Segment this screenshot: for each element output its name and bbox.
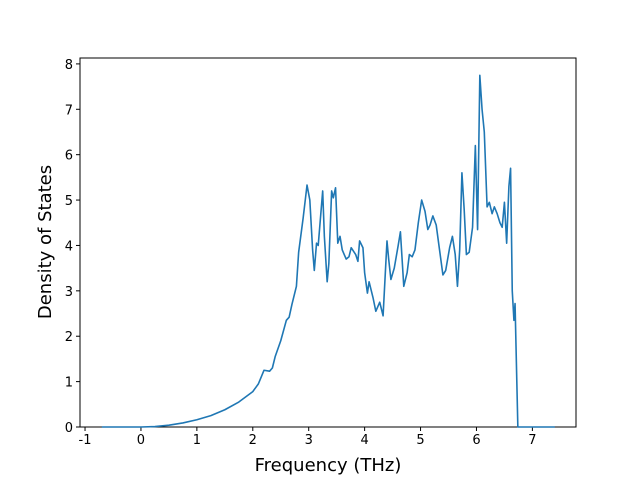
x-tick-label: 5 [416, 433, 424, 448]
y-tick-label: 7 [65, 103, 73, 118]
x-axis-label: Frequency (THz) [255, 455, 402, 476]
y-tick-label: 2 [65, 330, 73, 345]
x-tick-label: -1 [79, 433, 92, 448]
y-tick-label: 0 [65, 421, 73, 436]
y-tick-label: 6 [65, 149, 73, 164]
x-tick-label: 6 [472, 433, 480, 448]
plot-frame [79, 57, 577, 428]
y-tick-label: 8 [65, 58, 73, 73]
y-tick-label: 1 [65, 376, 73, 391]
x-tick-label: 2 [249, 433, 257, 448]
data-line [101, 74, 555, 428]
x-tick-label: 3 [305, 433, 313, 448]
x-tick-label: 7 [528, 433, 536, 448]
y-tick-label: 3 [65, 285, 73, 300]
x-tick-label: 4 [360, 433, 368, 448]
x-tick-label: 1 [193, 433, 201, 448]
y-tick-label: 4 [65, 239, 73, 254]
x-tick-label: 0 [137, 433, 145, 448]
y-axis-label: Density of States [35, 165, 56, 319]
y-tick-label: 5 [65, 194, 73, 209]
